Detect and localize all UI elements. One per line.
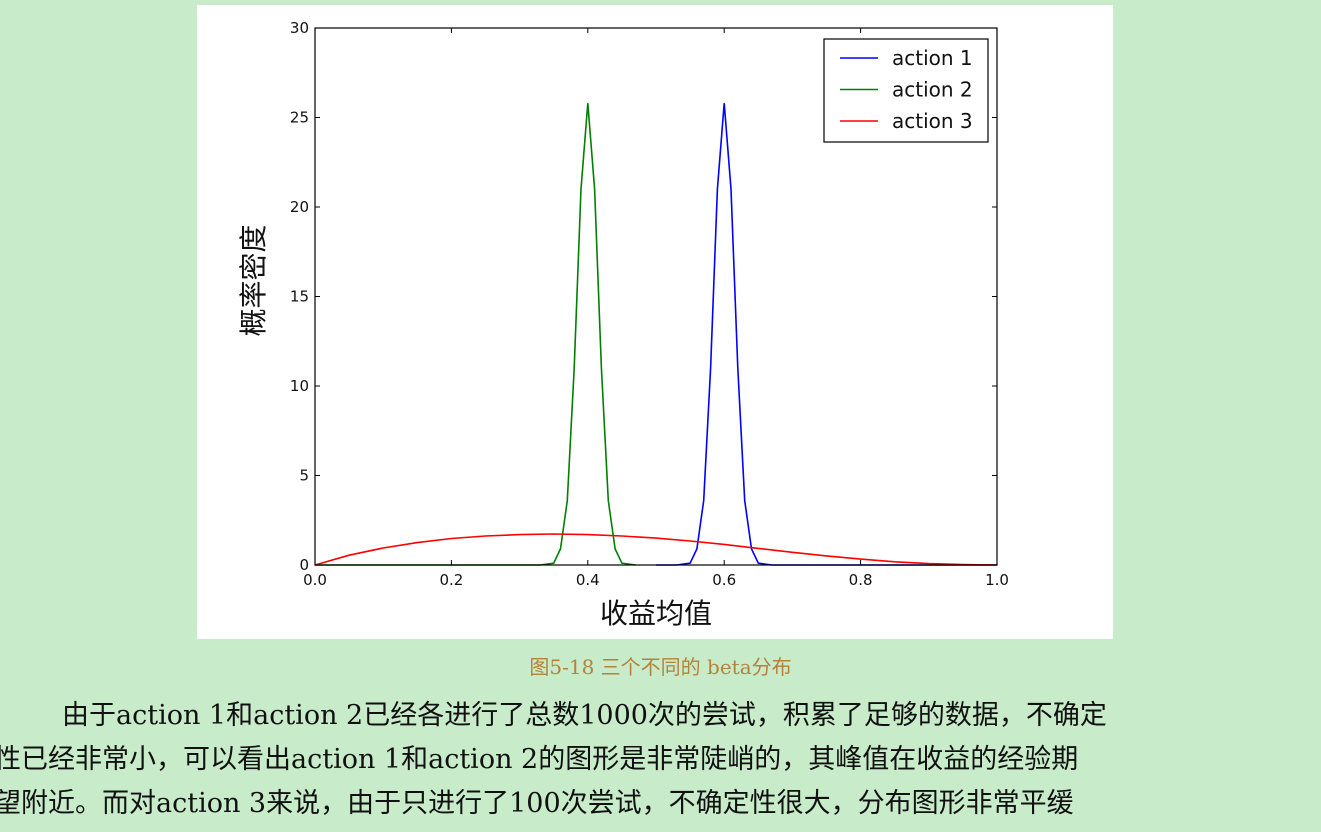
paragraph-line-1: 由于action 1和action 2已经各进行了总数1000次的尝试，积累了足… <box>62 700 1107 731</box>
legend-label-2: action 2 <box>892 78 973 102</box>
y-tick-label: 10 <box>290 377 309 395</box>
x-tick-label: 0.8 <box>849 571 873 589</box>
x-tick-label: 0.6 <box>712 571 736 589</box>
y-axis-label: 概率密度 <box>237 224 270 336</box>
legend-label-3: action 3 <box>892 109 973 133</box>
legend-box <box>823 38 989 143</box>
body-paragraph: 由于action 1和action 2已经各进行了总数1000次的尝试，积累了足… <box>0 694 1321 826</box>
y-tick-label: 15 <box>290 288 309 306</box>
y-tick-label: 30 <box>290 19 309 37</box>
y-tick-label: 25 <box>290 109 309 127</box>
y-tick-label: 5 <box>299 467 309 485</box>
legend-label-1: action 1 <box>892 46 973 70</box>
figure-panel: 0.0 0.2 0.4 0.6 0.8 1.0 0 5 10 15 20 25 30 收益均值 概率密度 ac… <box>197 5 1113 639</box>
paragraph-line-3: 望附近。而对action 3来说，由于只进行了100次尝试，不确定性很大，分布图… <box>0 788 1074 819</box>
x-axis-label: 收益均值 <box>600 597 712 630</box>
series-line-3 <box>314 533 998 566</box>
series-line-1 <box>656 103 997 566</box>
series-line-2 <box>315 103 636 566</box>
beta-distribution-chart: 0.0 0.2 0.4 0.6 0.8 1.0 0 5 10 15 20 25 30 收益均值 概率密度 ac… <box>237 19 1009 630</box>
y-tick-label: 0 <box>299 556 309 574</box>
x-tick-label: 0.2 <box>439 571 463 589</box>
x-tick-label: 1.0 <box>985 571 1009 589</box>
x-tick-label: 0.0 <box>303 571 327 589</box>
y-tick-label: 20 <box>290 198 309 216</box>
figure-caption: 图5-18 三个不同的 beta分布 <box>529 655 792 679</box>
x-tick-label: 0.4 <box>576 571 600 589</box>
paragraph-line-2: 性已经非常小，可以看出action 1和action 2的图形是非常陡峭的，其峰… <box>0 744 1079 775</box>
